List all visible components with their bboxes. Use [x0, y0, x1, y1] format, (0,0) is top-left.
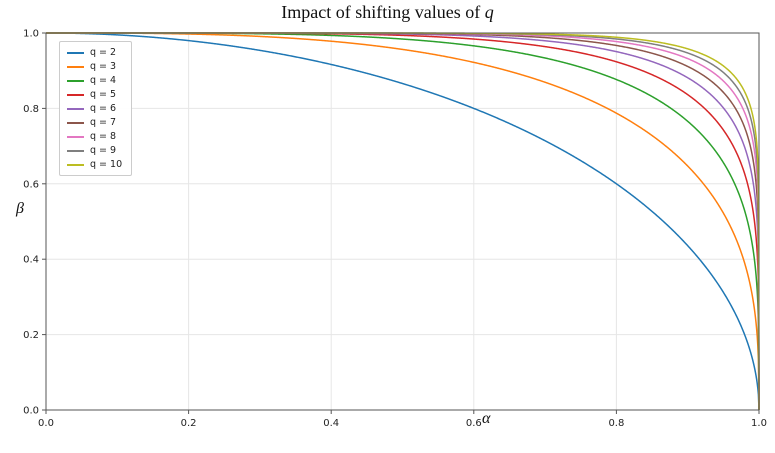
y-tick-label: 1.0 [23, 29, 39, 40]
legend-line-swatch [67, 149, 84, 152]
x-axis-label: α [482, 410, 491, 427]
legend-label: q = 8 [90, 131, 117, 142]
legend-item: q = 3 [67, 60, 122, 73]
legend-item: q = 10 [67, 158, 122, 171]
legend-line-swatch [67, 107, 84, 110]
legend-label: q = 7 [90, 117, 117, 128]
legend-item: q = 8 [67, 130, 122, 143]
chart-title-text: Impact of shifting values of [281, 2, 485, 22]
y-tick-label: 0.0 [23, 406, 39, 417]
x-tick-label: 0.6 [466, 418, 482, 429]
legend-item: q = 7 [67, 116, 122, 129]
chart-title: Impact of shifting values of q [0, 2, 775, 23]
legend-label: q = 6 [90, 103, 117, 114]
y-tick-label: 0.6 [23, 179, 39, 190]
y-axis-label: β [16, 200, 24, 217]
y-tick-label: 0.2 [23, 330, 39, 341]
y-tick-label: 0.8 [23, 104, 39, 115]
x-tick-label: 0.2 [181, 418, 197, 429]
chart-title-q: q [484, 2, 494, 22]
x-tick-label: 0.0 [38, 418, 54, 429]
legend-line-swatch [67, 135, 84, 138]
legend: q = 2 q = 3 q = 4 q = 5 q = 6 q = 7 q = 8 q = 9… [59, 41, 133, 176]
legend-label: q = 5 [90, 89, 117, 100]
legend-label: q = 10 [90, 159, 123, 170]
y-tick-label: 0.4 [23, 255, 39, 266]
legend-line-swatch [67, 93, 84, 96]
legend-item: q = 2 [67, 46, 122, 59]
legend-item: q = 6 [67, 102, 122, 115]
legend-label: q = 9 [90, 145, 117, 156]
legend-label: q = 4 [90, 75, 117, 86]
legend-item: q = 4 [67, 74, 122, 87]
legend-item: q = 9 [67, 144, 122, 157]
legend-line-swatch [67, 163, 84, 166]
legend-line-swatch [67, 51, 84, 54]
x-tick-label: 0.8 [608, 418, 624, 429]
legend-label: q = 3 [90, 61, 117, 72]
x-tick-label: 0.4 [323, 418, 339, 429]
legend-label: q = 2 [90, 47, 117, 58]
legend-item: q = 5 [67, 88, 122, 101]
legend-line-swatch [67, 121, 84, 124]
legend-line-swatch [67, 79, 84, 82]
x-tick-label: 1.0 [751, 418, 767, 429]
legend-line-swatch [67, 65, 84, 68]
